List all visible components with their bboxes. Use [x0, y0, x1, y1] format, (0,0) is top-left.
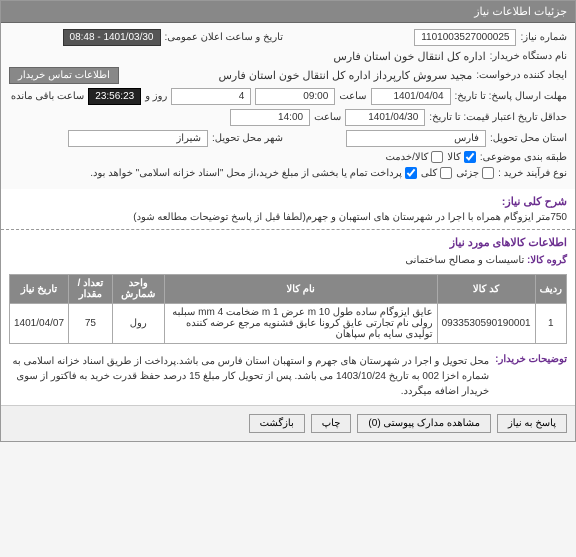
- col-unit: واحد شمارش: [112, 275, 164, 304]
- deadline-time: 09:00: [255, 88, 335, 105]
- print-button[interactable]: چاپ: [311, 414, 352, 433]
- desc-title: شرح کلی نیاز:: [1, 189, 575, 210]
- cell-code: 0933530590190001: [437, 304, 535, 344]
- validity-time: 14:00: [230, 109, 310, 126]
- remain-label: روز و: [145, 91, 167, 102]
- goods-header: اطلاعات کالاهای مورد نیاز: [1, 229, 575, 251]
- pt-full-label: کلی: [421, 168, 437, 179]
- validity-label: حداقل تاریخ اعتبار قیمت: تا تاریخ:: [429, 112, 567, 123]
- col-row: ردیف: [535, 275, 566, 304]
- city-label: شهر محل تحویل:: [212, 133, 283, 144]
- form-area: شماره نیاز: 1101003527000025 تاریخ و ساع…: [1, 23, 575, 189]
- cat-service-checkbox[interactable]: کالا/خدمت: [385, 151, 443, 163]
- notes-label: توضیحات خریدار:: [495, 354, 567, 365]
- col-code: کد کالا: [437, 275, 535, 304]
- remain-time: 23:56:23: [88, 88, 141, 105]
- cell-qty: 75: [69, 304, 113, 344]
- table-row: 1 0933530590190001 عایق ایزوگام ساده طول…: [10, 304, 567, 344]
- group-label: گروه کالا:: [527, 255, 567, 266]
- purchase-type-label: نوع فرآیند خرید :: [498, 168, 567, 179]
- purchase-note-checkbox[interactable]: پرداخت تمام یا بخشی از مبلغ خرید،از محل …: [90, 167, 417, 179]
- main-panel: جزئیات اطلاعات نیاز شماره نیاز: 11010035…: [0, 0, 576, 442]
- cell-name: عایق ایزوگام ساده طول m 10 عرض m 1 ضخامت…: [164, 304, 437, 344]
- announce-value: 1401/03/30 - 08:48: [63, 29, 161, 46]
- notes-row: توضیحات خریدار: محل تحویل و اجرا در شهرس…: [1, 348, 575, 405]
- cat-goods-input[interactable]: [464, 151, 476, 163]
- reply-button[interactable]: پاسخ به نیاز: [497, 414, 567, 433]
- need-no-label: شماره نیاز:: [520, 32, 567, 43]
- group-value: تاسیسات و مصالح ساختمانی: [405, 255, 524, 266]
- goods-table: ردیف کد کالا نام کالا واحد شمارش تعداد /…: [9, 274, 567, 344]
- pt-full-input[interactable]: [440, 167, 452, 179]
- validity-time-label: ساعت: [314, 112, 341, 123]
- remain-suffix: ساعت باقی مانده: [11, 91, 84, 102]
- footer-buttons: پاسخ به نیاز مشاهده مدارک پیوستی (0) چاپ…: [1, 405, 575, 441]
- header-title: جزئیات اطلاعات نیاز: [474, 6, 567, 18]
- deadline-date: 1401/04/04: [371, 88, 451, 105]
- pt-partial-label: جزئی: [456, 168, 479, 179]
- notes-text: محل تحویل و اجرا در شهرستان های جهرم و ا…: [9, 354, 489, 399]
- desc-text: 750متر ایزوگام همراه با اجرا در شهرستان …: [1, 210, 575, 229]
- attachments-button[interactable]: مشاهده مدارک پیوستی (0): [357, 414, 491, 433]
- validity-date: 1401/04/30: [345, 109, 425, 126]
- creator-label: ایجاد کننده درخواست:: [476, 70, 567, 81]
- province-value: فارس: [346, 130, 486, 147]
- announce-label: تاریخ و ساعت اعلان عمومی:: [165, 32, 284, 43]
- cat-goods-checkbox[interactable]: کالا: [447, 151, 476, 163]
- deadline-time-label: ساعت: [339, 91, 366, 102]
- cat-service-label: کالا/خدمت: [385, 152, 428, 163]
- back-button[interactable]: بازگشت: [249, 414, 305, 433]
- col-date: تاریخ نیاز: [10, 275, 69, 304]
- col-name: نام کالا: [164, 275, 437, 304]
- section-header: جزئیات اطلاعات نیاز: [1, 1, 575, 23]
- purchase-note-label: پرداخت تمام یا بخشی از مبلغ خرید،از محل …: [90, 168, 402, 179]
- contact-buyer-button[interactable]: اطلاعات تماس خریدار: [9, 67, 119, 84]
- pt-full-checkbox[interactable]: کلی: [421, 167, 452, 179]
- city-value: شیراز: [68, 130, 208, 147]
- purchase-note-input[interactable]: [405, 167, 417, 179]
- cell-row: 1: [535, 304, 566, 344]
- category-label: طبقه بندی موضوعی:: [480, 152, 567, 163]
- cat-service-input[interactable]: [431, 151, 443, 163]
- pt-partial-input[interactable]: [482, 167, 494, 179]
- buyer-label: نام دستگاه خریدار:: [490, 51, 567, 62]
- table-header-row: ردیف کد کالا نام کالا واحد شمارش تعداد /…: [10, 275, 567, 304]
- deadline-label: مهلت ارسال پاسخ: تا تاریخ:: [455, 91, 567, 102]
- cat-goods-label: کالا: [447, 152, 461, 163]
- province-label: استان محل تحویل:: [490, 133, 567, 144]
- buyer-value: اداره کل انتقال خون استان فارس: [333, 50, 485, 63]
- pt-partial-checkbox[interactable]: جزئی: [456, 167, 494, 179]
- creator-value: مجید سروش کارپرداز اداره کل انتقال خون ا…: [218, 69, 472, 82]
- cell-unit: رول: [112, 304, 164, 344]
- col-qty: تعداد / مقدار: [69, 275, 113, 304]
- remain-days: 4: [171, 88, 251, 105]
- need-no-value: 1101003527000025: [414, 29, 516, 46]
- cell-date: 1401/04/07: [10, 304, 69, 344]
